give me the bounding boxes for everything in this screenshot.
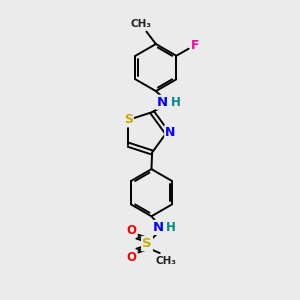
Text: H: H: [170, 96, 180, 109]
Text: S: S: [142, 237, 152, 250]
Text: O: O: [127, 251, 137, 264]
Text: N: N: [157, 96, 168, 109]
Text: N: N: [152, 221, 164, 234]
Text: N: N: [165, 126, 175, 139]
Text: S: S: [142, 237, 152, 250]
Text: CH₃: CH₃: [131, 19, 152, 29]
Text: H: H: [166, 221, 176, 234]
Text: CH₃: CH₃: [156, 256, 177, 266]
Text: S: S: [124, 113, 133, 126]
Text: F: F: [191, 39, 200, 52]
Text: O: O: [127, 224, 137, 237]
